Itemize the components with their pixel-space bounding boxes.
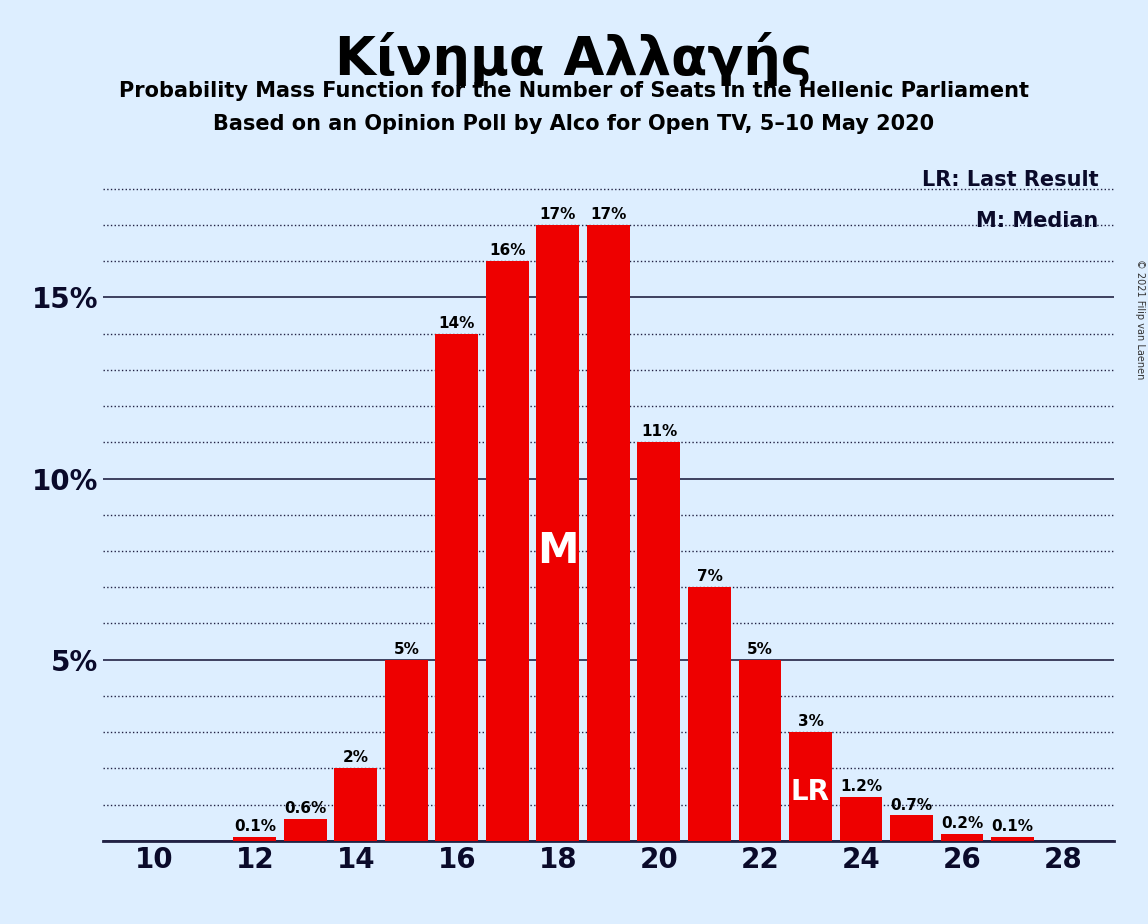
Text: 1.2%: 1.2% (840, 780, 882, 795)
Text: 0.7%: 0.7% (891, 797, 932, 812)
Bar (587, 225, 630, 841)
Bar (738, 660, 782, 841)
Bar (789, 732, 832, 841)
Text: 7%: 7% (697, 569, 722, 584)
Text: Based on an Opinion Poll by Alco for Open TV, 5–10 May 2020: Based on an Opinion Poll by Alco for Ope… (214, 114, 934, 134)
Bar (637, 443, 681, 841)
Text: 0.1%: 0.1% (992, 820, 1033, 834)
Bar (486, 261, 529, 841)
Bar (233, 837, 277, 841)
Bar (385, 660, 428, 841)
Bar (334, 769, 378, 841)
Text: 0.1%: 0.1% (234, 820, 276, 834)
Text: 2%: 2% (343, 750, 369, 765)
Bar (688, 588, 731, 841)
Text: M: M (537, 530, 579, 572)
Bar (536, 225, 580, 841)
Bar (940, 833, 984, 841)
Text: Probability Mass Function for the Number of Seats in the Hellenic Parliament: Probability Mass Function for the Number… (119, 81, 1029, 102)
Bar (890, 816, 933, 841)
Text: Κίνημα Αλλαγής: Κίνημα Αλλαγής (335, 32, 813, 86)
Text: 16%: 16% (489, 243, 526, 258)
Bar (839, 797, 883, 841)
Text: 11%: 11% (641, 424, 677, 440)
Text: LR: LR (791, 778, 830, 806)
Text: LR: Last Result: LR: Last Result (922, 170, 1099, 189)
Text: 17%: 17% (540, 207, 576, 222)
Text: 0.2%: 0.2% (941, 816, 983, 831)
Text: 5%: 5% (394, 642, 419, 657)
Text: 14%: 14% (439, 316, 475, 331)
Bar (284, 819, 327, 841)
Bar (991, 837, 1034, 841)
Text: 5%: 5% (747, 642, 773, 657)
Bar (435, 334, 479, 841)
Text: 3%: 3% (798, 714, 823, 729)
Text: 17%: 17% (590, 207, 627, 222)
Text: M: Median: M: Median (976, 211, 1099, 231)
Text: © 2021 Filip van Laenen: © 2021 Filip van Laenen (1135, 259, 1145, 379)
Text: 0.6%: 0.6% (285, 801, 326, 816)
